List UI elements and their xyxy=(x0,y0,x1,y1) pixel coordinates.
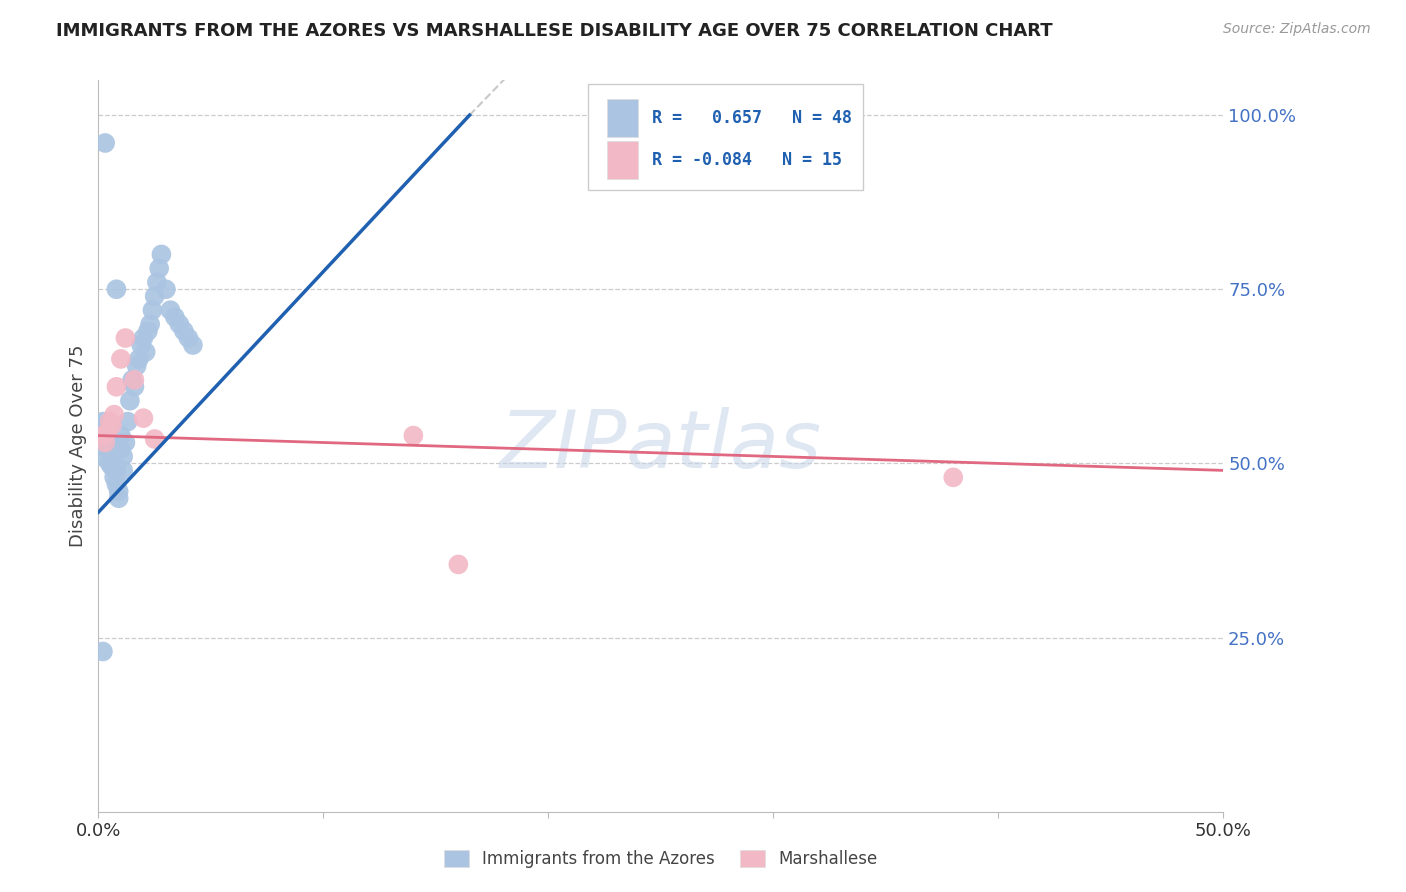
Point xyxy=(169,317,191,331)
Point xyxy=(143,289,166,303)
Point xyxy=(110,442,132,457)
Text: Source: ZipAtlas.com: Source: ZipAtlas.com xyxy=(1223,22,1371,37)
Point xyxy=(94,136,117,150)
Point xyxy=(105,282,128,296)
Text: R = -0.084   N = 15: R = -0.084 N = 15 xyxy=(652,151,842,169)
Point xyxy=(101,450,124,464)
Text: R =   0.657   N = 48: R = 0.657 N = 48 xyxy=(652,110,852,128)
Point xyxy=(447,558,470,572)
Point xyxy=(129,338,152,352)
Point xyxy=(132,331,155,345)
Point xyxy=(121,373,143,387)
Point xyxy=(90,450,112,464)
Point xyxy=(110,428,132,442)
Point xyxy=(105,477,128,491)
FancyBboxPatch shape xyxy=(588,84,863,190)
Point xyxy=(96,418,118,433)
Point xyxy=(96,425,118,439)
Point xyxy=(139,317,162,331)
Point xyxy=(124,380,146,394)
Point xyxy=(91,644,114,658)
Point xyxy=(112,450,135,464)
Point xyxy=(181,338,204,352)
Point xyxy=(148,261,170,276)
Point xyxy=(159,303,181,318)
Point xyxy=(91,428,114,442)
Point xyxy=(117,415,139,429)
Point xyxy=(150,247,173,261)
Point xyxy=(146,275,169,289)
Point xyxy=(103,457,125,471)
Point xyxy=(114,331,136,345)
Point xyxy=(94,435,117,450)
Point xyxy=(107,491,129,506)
Point xyxy=(114,435,136,450)
Point xyxy=(163,310,186,325)
Point xyxy=(942,470,965,484)
Point xyxy=(103,408,125,422)
Point xyxy=(136,324,159,338)
Point xyxy=(105,463,128,477)
Point xyxy=(125,359,148,373)
Point xyxy=(98,415,121,429)
Text: ZIPatlas: ZIPatlas xyxy=(499,407,823,485)
Point xyxy=(112,463,135,477)
Point xyxy=(94,425,117,439)
Point xyxy=(132,411,155,425)
Point xyxy=(135,345,157,359)
Point xyxy=(96,442,118,457)
FancyBboxPatch shape xyxy=(607,141,638,179)
Point xyxy=(110,351,132,366)
Legend: Immigrants from the Azores, Marshallese: Immigrants from the Azores, Marshallese xyxy=(436,842,886,877)
Point xyxy=(173,324,195,338)
Point xyxy=(91,428,114,442)
Point xyxy=(101,459,124,474)
Point xyxy=(143,432,166,446)
Point xyxy=(141,303,163,318)
Point xyxy=(128,351,150,366)
Point xyxy=(402,428,425,442)
Point xyxy=(98,435,121,450)
Y-axis label: Disability Age Over 75: Disability Age Over 75 xyxy=(69,344,87,548)
Point xyxy=(105,380,128,394)
Text: IMMIGRANTS FROM THE AZORES VS MARSHALLESE DISABILITY AGE OVER 75 CORRELATION CHA: IMMIGRANTS FROM THE AZORES VS MARSHALLES… xyxy=(56,22,1053,40)
Point xyxy=(103,470,125,484)
Point xyxy=(124,373,146,387)
Point xyxy=(177,331,200,345)
Point xyxy=(118,393,141,408)
Point xyxy=(98,457,121,471)
Point xyxy=(107,484,129,499)
FancyBboxPatch shape xyxy=(607,99,638,137)
Point xyxy=(101,418,124,433)
Point xyxy=(91,415,114,429)
Point xyxy=(155,282,177,296)
Point xyxy=(94,435,117,450)
